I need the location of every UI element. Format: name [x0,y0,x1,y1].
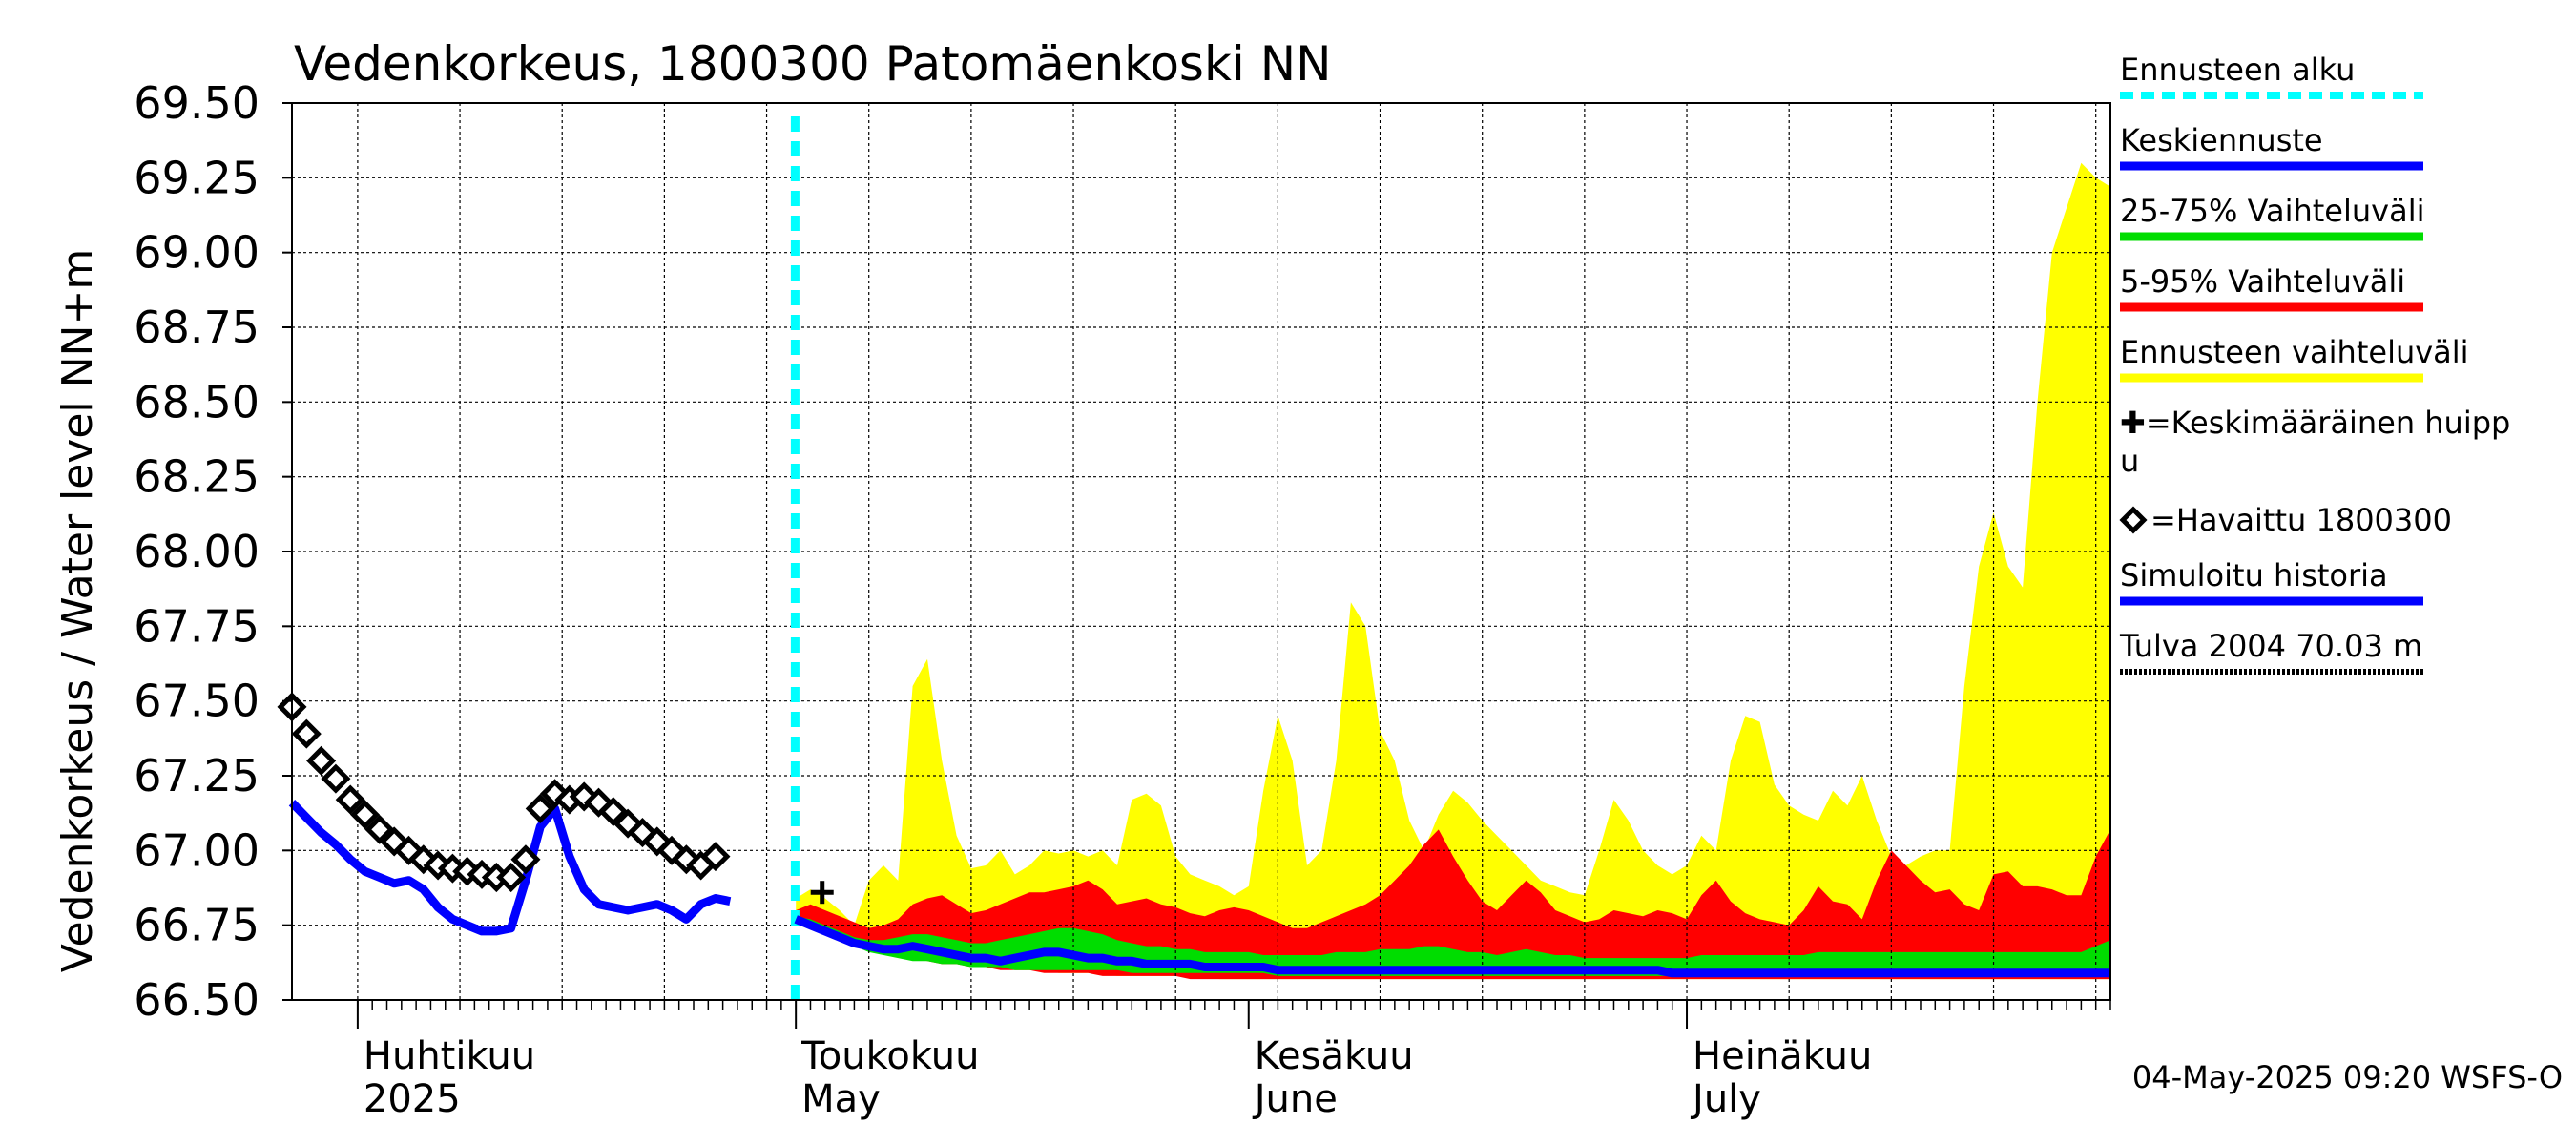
observed-point [291,718,322,749]
y-tick-label-9: 68.75 [134,302,260,353]
series-lines [288,116,2110,1000]
observed-point [700,842,731,872]
plot-area [277,102,2111,1001]
legend-label-7: Simuloitu historia [2120,557,2388,593]
y-tick-label-12: 69.50 [134,77,260,129]
y-tick-label-1: 66.75 [134,900,260,951]
observed-point [525,793,555,824]
legend-label-0: Ennusteen alku [2120,52,2355,88]
legend: Ennusteen alku Keskiennuste 25-75% Vaihtel… [2119,52,2510,675]
legend-label-4: Ennusteen vaihteluväli [2120,334,2469,370]
legend-label-1: Keskiennuste [2120,122,2323,158]
observed-point [598,797,629,827]
median-forecast-line [794,915,2110,978]
legend-label-2: 25-75% Vaihteluväli [2120,193,2424,229]
simulated-history-line [288,800,732,936]
x-month-label-en-0: 2025 [364,1077,461,1121]
y-tick-label-4: 67.50 [134,676,260,727]
y-tick-label-7: 68.25 [134,451,260,503]
y-tick-label-6: 68.00 [134,526,260,577]
legend-label-3: 5-95% Vaihteluväli [2120,263,2405,300]
x-month-label-en-3: July [1690,1077,1761,1121]
x-month-label-fi-0: Huhtikuu [364,1034,535,1078]
legend-label-8: Tulva 2004 70.03 m [2119,628,2422,664]
y-tick-label-2: 67.00 [134,824,260,876]
y-tick-label-5: 67.75 [134,600,260,652]
y-tick-label-3: 67.25 [134,750,260,802]
observed-point [496,862,527,893]
y-tick-label-10: 69.00 [134,227,260,279]
x-month-label-fi-3: Heinäkuu [1693,1034,1872,1078]
forecast-bands [796,162,2111,980]
band-0 [796,162,2111,980]
footer-timestamp: 04-May-2025 09:20 WSFS-O [2132,1059,2563,1095]
legend-diamond-icon [2119,506,2148,534]
observed-point [335,784,365,815]
observed-point [350,800,381,830]
chart-title: Vedenkorkeus, 1800300 Patomäenkoski NN [294,36,1332,92]
legend-label-6: =Havaittu 1800300 [2150,502,2452,538]
x-month-label-fi-1: Toukokuu [800,1034,979,1078]
observed-point [364,814,395,844]
y-axis: 66.50 66.75 67.00 67.25 67.50 67.75 68.00 68.25… [134,77,292,1026]
y-axis-label: Vedenkorkeus / Water level NN+m [53,249,102,972]
y-tick-label-8: 68.50 [134,376,260,427]
legend-label-cont-5: u [2120,443,2139,479]
observed-markers [277,692,834,905]
x-month-label-fi-2: Kesäkuu [1255,1034,1414,1078]
observed-point [306,745,337,776]
y-tick-label-0: 66.50 [134,974,260,1026]
y-tick-label-11: 69.25 [134,152,260,203]
grid-lines [292,102,2110,1001]
observed-point [510,844,541,875]
x-month-label-en-2: June [1252,1077,1338,1121]
legend-label-5: ✚=Keskimääräinen huipp [2120,405,2510,441]
x-month-label-en-1: May [801,1077,881,1121]
observed-point [321,763,351,794]
